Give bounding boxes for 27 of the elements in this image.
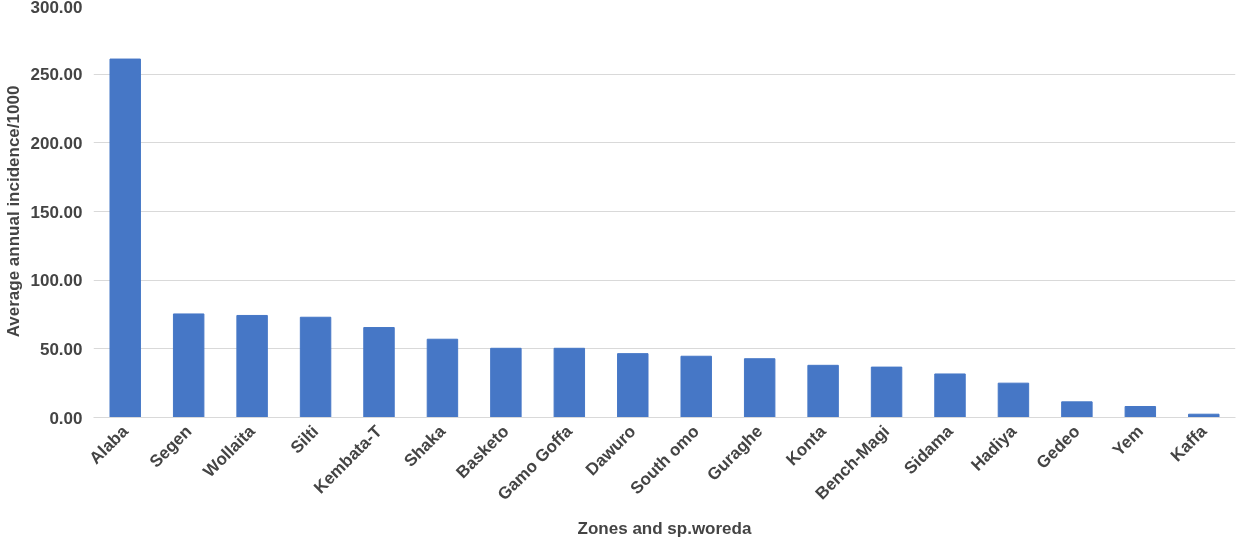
bar — [426, 338, 459, 418]
y-tick-label: 150.00 — [30, 202, 83, 222]
y-tick-label: 250.00 — [30, 65, 83, 85]
bar — [1061, 401, 1093, 418]
y-axis-title: Average annual incidence/1000 — [3, 85, 23, 338]
x-tick-label: Yem — [1108, 421, 1148, 460]
y-tick-label: 300.00 — [30, 0, 83, 17]
bar — [109, 58, 141, 418]
bar — [553, 347, 586, 418]
bar — [617, 353, 649, 418]
bar — [680, 355, 712, 418]
bar — [934, 373, 966, 418]
bar — [172, 313, 205, 418]
bar — [490, 347, 522, 418]
bar — [236, 314, 268, 418]
bar — [997, 382, 1030, 418]
bar — [363, 327, 395, 418]
bar — [743, 358, 776, 418]
y-tick-label: 200.00 — [30, 133, 83, 153]
bar — [1124, 406, 1157, 418]
y-tick-label: 100.00 — [30, 271, 83, 291]
bar — [870, 366, 903, 418]
x-axis-title: Zones and sp.woreda — [577, 518, 752, 538]
y-tick-label: 50.00 — [39, 339, 83, 359]
y-tick-label: 0.00 — [49, 408, 83, 428]
bar — [299, 316, 332, 418]
bar — [807, 364, 839, 418]
